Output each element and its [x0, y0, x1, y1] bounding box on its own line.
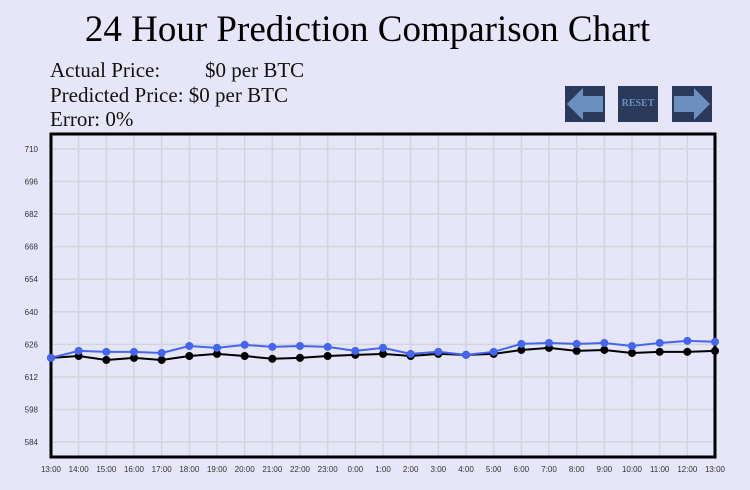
predicted-price-point — [628, 341, 636, 350]
x-tick-label: 18:00 — [179, 465, 200, 474]
y-tick-label: 612 — [25, 373, 39, 382]
y-tick-label: 584 — [25, 438, 39, 447]
actual-price-point — [157, 355, 166, 364]
x-tick-label: 15:00 — [96, 465, 117, 474]
x-tick-label: 4:00 — [458, 465, 474, 474]
actual-price-point — [379, 349, 387, 358]
y-tick-label: 626 — [25, 340, 39, 349]
previous-button[interactable] — [565, 86, 605, 122]
actual-price-label: Actual Price: — [50, 58, 161, 82]
actual-price-point — [323, 352, 332, 361]
actual-price-value: $0 per BTC — [205, 58, 305, 82]
y-tick-label: 682 — [25, 210, 39, 219]
actual-price-point — [268, 354, 277, 363]
x-tick-label: 22:00 — [290, 465, 311, 474]
predicted-price-point — [185, 341, 194, 350]
predicted-price-point — [268, 342, 277, 351]
predicted-price-point — [711, 337, 719, 346]
predicted-price-point — [379, 343, 387, 352]
predicted-price-point — [74, 346, 83, 355]
x-tick-label: 0:00 — [348, 465, 364, 474]
x-tick-label: 14:00 — [69, 465, 90, 474]
predicted-price-point — [572, 339, 581, 348]
y-tick-label: 696 — [25, 177, 39, 186]
x-tick-label: 10:00 — [622, 465, 643, 474]
predicted-price-point — [517, 339, 526, 348]
predicted-price-point — [545, 338, 553, 347]
actual-price-point — [572, 346, 581, 355]
actual-price-point — [655, 347, 664, 356]
x-tick-label: 1:00 — [375, 465, 391, 474]
x-tick-label: 20:00 — [235, 465, 256, 474]
error-label: Error: — [50, 107, 101, 131]
x-tick-label: 3:00 — [431, 465, 447, 474]
x-tick-label: 5:00 — [486, 465, 502, 474]
right-arrow-icon — [674, 88, 710, 120]
y-tick-label: 668 — [25, 243, 39, 252]
x-tick-label: 16:00 — [124, 465, 145, 474]
left-arrow-icon — [567, 88, 603, 120]
actual-price-point — [102, 355, 111, 364]
actual-price-point — [185, 352, 194, 361]
error-value: 0% — [105, 107, 134, 131]
predicted-price-point — [600, 338, 609, 347]
actual-price-row: Actual Price: $0 per BTC — [50, 58, 304, 83]
predicted-price-label: Predicted Price: — [50, 83, 184, 107]
x-tick-label: 13:00 — [705, 465, 726, 474]
plot-border — [49, 132, 717, 459]
actual-price-point — [517, 345, 526, 354]
predicted-price-point — [47, 353, 55, 362]
page-title: 24 Hour Prediction Comparison Chart — [84, 9, 651, 50]
predicted-price-point — [130, 347, 138, 356]
x-tick-label: 23:00 — [318, 465, 339, 474]
actual-price-point — [683, 347, 692, 356]
y-tick-label: 598 — [25, 406, 39, 415]
predicted-price-point — [296, 341, 304, 350]
x-tick-label: 12:00 — [677, 465, 698, 474]
predicted-price-point — [683, 336, 692, 345]
predicted-price-point — [351, 346, 360, 355]
x-tick-label: 13:00 — [41, 465, 62, 474]
x-tick-label: 21:00 — [262, 465, 283, 474]
actual-price-point — [296, 353, 304, 362]
predicted-price-point — [462, 350, 470, 359]
predicted-price-point — [213, 343, 221, 352]
actual-price-point — [213, 349, 221, 358]
predicted-price-point — [157, 348, 166, 357]
actual-price-point — [600, 345, 609, 354]
x-tick-label: 2:00 — [403, 465, 419, 474]
x-tick-label: 9:00 — [597, 465, 613, 474]
x-tick-label: 11:00 — [650, 465, 670, 474]
predicted-price-point — [323, 342, 332, 351]
y-tick-label: 710 — [25, 145, 39, 154]
error-row: Error: 0% — [50, 107, 133, 132]
predicted-price-value: $0 per BTC — [188, 83, 288, 107]
predicted-price-point — [240, 340, 249, 349]
reset-button[interactable]: RESET — [618, 86, 658, 122]
y-tick-label: 654 — [25, 275, 39, 284]
x-tick-label: 6:00 — [514, 465, 530, 474]
predicted-price-point — [406, 349, 415, 358]
actual-price-point — [240, 352, 249, 361]
actual-price-point — [628, 348, 636, 357]
actual-price-point — [711, 346, 719, 355]
y-tick-label: 640 — [25, 308, 39, 317]
x-tick-label: 17:00 — [152, 465, 173, 474]
predicted-price-row: Predicted Price: $0 per BTC — [50, 83, 288, 108]
next-button[interactable] — [672, 86, 712, 122]
predicted-price-point — [434, 347, 443, 356]
x-tick-label: 7:00 — [541, 465, 557, 474]
predicted-price-point — [489, 347, 498, 356]
actual-price-point — [130, 353, 138, 362]
x-tick-label: 19:00 — [207, 465, 228, 474]
x-tick-label: 8:00 — [569, 465, 585, 474]
predicted-price-point — [655, 338, 664, 347]
predicted-price-point — [102, 347, 111, 356]
